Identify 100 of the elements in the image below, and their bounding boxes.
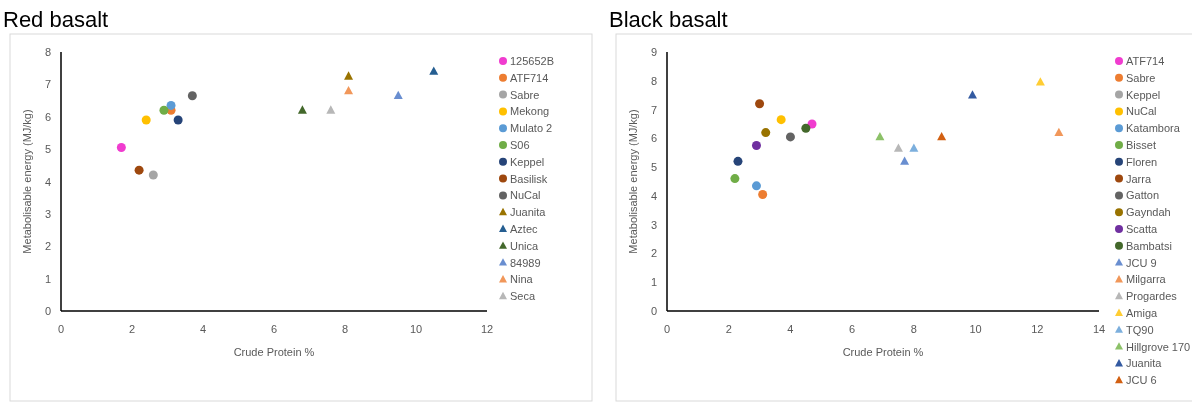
point: [344, 71, 354, 80]
y-tick-label: 2: [650, 247, 657, 260]
x-tick-label: 0: [57, 323, 65, 335]
legend-label: S06: [510, 139, 530, 151]
legend-label: Katambora: [1126, 122, 1181, 135]
point: [776, 115, 786, 125]
legend-label: NuCal: [1126, 105, 1157, 118]
y-tick-label: 5: [44, 143, 51, 156]
legend-label: JCU 9: [1126, 256, 1157, 269]
point: [875, 131, 885, 141]
y-tick-label: 9: [650, 46, 657, 58]
x-tick-label: 14: [1092, 323, 1106, 335]
y-tick-label: 8: [650, 74, 657, 87]
legend-label: Bisset: [1126, 139, 1156, 151]
point: [900, 156, 910, 165]
y-tick-label: 4: [650, 189, 657, 202]
point: [187, 91, 197, 101]
legend-label: Sabre: [1126, 71, 1156, 84]
y-tick-label: 5: [650, 161, 657, 174]
legend-label: Floren: [1126, 155, 1158, 168]
point: [148, 170, 158, 180]
legend-label: Jarra: [1126, 172, 1152, 185]
legend-label: Sabre: [510, 88, 540, 101]
x-tick-label: 8: [910, 323, 917, 335]
point: [429, 66, 439, 75]
y-tick-label: 2: [44, 240, 51, 253]
y-tick-label: 0: [44, 305, 51, 317]
y-tick-label: 6: [650, 132, 657, 145]
x-tick-label: 12: [1031, 323, 1044, 335]
point: [141, 115, 151, 125]
point: [751, 181, 761, 191]
point: [761, 128, 771, 138]
point: [937, 131, 947, 141]
legend-label: Gayndah: [1126, 206, 1171, 219]
point: [159, 105, 169, 115]
point: [297, 105, 307, 114]
legend-label: Milgarra: [1126, 273, 1167, 286]
x-tick-label: 6: [849, 323, 856, 335]
legend-label: Progardes: [1126, 290, 1178, 303]
legend-label: Scatta: [1126, 223, 1159, 235]
legend-label: Seca: [510, 290, 536, 303]
point: [134, 165, 144, 175]
point: [733, 156, 743, 166]
point: [173, 115, 183, 125]
point: [730, 174, 740, 184]
x-tick-label: 4: [787, 323, 794, 335]
legend-label: Hillgrove 170: [1126, 340, 1191, 353]
point: [393, 90, 403, 100]
point: [893, 143, 903, 152]
point: [751, 141, 761, 151]
legend-label: Keppel: [1126, 88, 1161, 101]
point: [758, 189, 768, 199]
point: [344, 85, 354, 95]
y-tick-label: 3: [650, 218, 657, 231]
point: [1035, 77, 1045, 86]
y-tick-label: 7: [650, 103, 657, 116]
legend-label: Basilisk: [510, 172, 548, 185]
legend-label: Amiga: [1126, 307, 1159, 319]
legend-label: Juanita: [510, 206, 547, 219]
legend-label: Nina: [510, 273, 534, 286]
point: [116, 143, 126, 153]
legend-label: TQ90: [1126, 323, 1154, 336]
point: [1054, 127, 1064, 136]
y-tick-label: 8: [44, 46, 51, 58]
x-tick-label: 2: [725, 323, 732, 335]
chart-title: Red basalt: [3, 7, 109, 32]
point: [909, 143, 919, 152]
legend-label: Unica: [510, 239, 540, 252]
chart-title: Black basalt: [609, 7, 728, 32]
x-axis-title: Crude Protein %: [233, 346, 315, 358]
x-tick-label: 6: [270, 323, 278, 335]
y-axis-title: Metabolisable energy (MJ/kg): [21, 109, 33, 254]
legend-label: 125652B: [510, 55, 555, 67]
y-tick-label: 6: [44, 110, 51, 123]
legend-label: NuCal: [510, 189, 541, 202]
point: [967, 90, 977, 99]
y-axis-title: Metabolisable energy (MJ/kg): [627, 109, 639, 254]
legend-label: ATF714: [510, 71, 549, 84]
point: [326, 105, 336, 114]
x-tick-label: 12: [480, 323, 494, 335]
y-tick-label: 3: [44, 207, 51, 220]
point: [166, 100, 176, 110]
y-tick-label: 4: [44, 175, 51, 188]
legend-label: ATF714: [1126, 55, 1165, 67]
x-axis-title: Crude Protein %: [842, 346, 924, 358]
y-tick-label: 1: [650, 276, 657, 289]
x-tick-label: 0: [663, 323, 671, 335]
y-tick-label: 7: [44, 78, 51, 91]
legend-label: Gatton: [1126, 189, 1160, 202]
y-tick-label: 1: [44, 272, 51, 285]
legend-label: Keppel: [510, 155, 545, 168]
legend-label: JCU 6: [1126, 374, 1157, 387]
x-tick-label: 10: [969, 323, 982, 335]
legend-label: Bambatsi: [1126, 239, 1172, 252]
legend-label: Mulato 2: [510, 122, 553, 135]
x-tick-label: 8: [341, 323, 349, 335]
y-tick-label: 0: [650, 305, 657, 317]
x-tick-label: 2: [128, 323, 136, 335]
legend-label: Aztec: [510, 223, 539, 235]
legend-label: 84989: [510, 256, 541, 269]
